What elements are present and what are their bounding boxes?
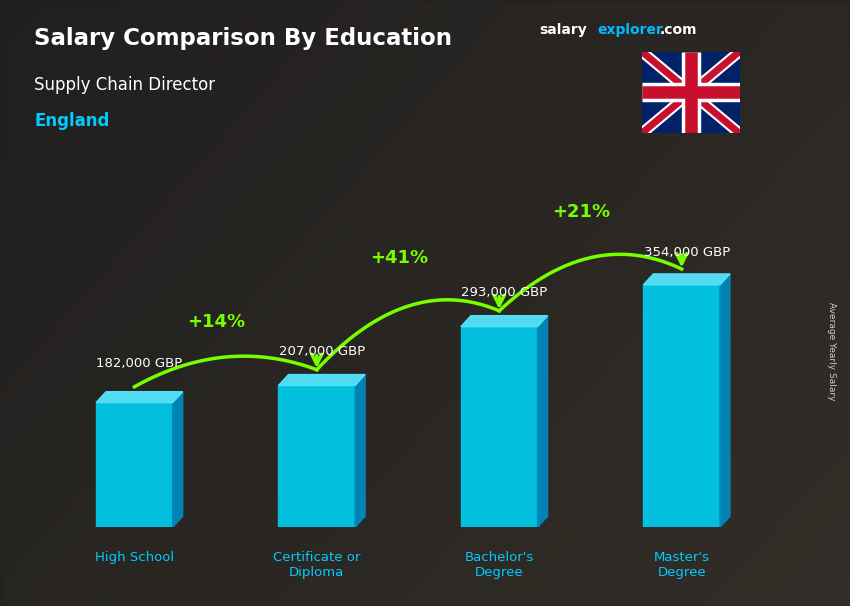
Text: 293,000 GBP: 293,000 GBP — [461, 285, 547, 299]
Text: Certificate or
Diploma: Certificate or Diploma — [273, 551, 360, 579]
Text: explorer: explorer — [598, 23, 663, 37]
Text: +41%: +41% — [370, 249, 428, 267]
Polygon shape — [537, 316, 547, 527]
Polygon shape — [461, 316, 547, 327]
Text: Master's
Degree: Master's Degree — [654, 551, 710, 579]
Text: England: England — [34, 112, 110, 130]
Text: +14%: +14% — [187, 313, 246, 331]
Polygon shape — [643, 285, 720, 527]
Text: Salary Comparison By Education: Salary Comparison By Education — [34, 27, 452, 50]
Text: 354,000 GBP: 354,000 GBP — [643, 247, 730, 259]
Polygon shape — [720, 274, 730, 527]
Polygon shape — [96, 402, 173, 527]
Text: 207,000 GBP: 207,000 GBP — [279, 345, 365, 358]
Text: Supply Chain Director: Supply Chain Director — [34, 76, 215, 94]
Polygon shape — [173, 391, 183, 527]
Text: salary: salary — [540, 23, 587, 37]
Text: High School: High School — [95, 551, 174, 564]
Text: Average Yearly Salary: Average Yearly Salary — [827, 302, 836, 401]
Polygon shape — [355, 375, 366, 527]
Polygon shape — [461, 327, 537, 527]
Text: Bachelor's
Degree: Bachelor's Degree — [465, 551, 534, 579]
Polygon shape — [96, 391, 183, 402]
Text: .com: .com — [660, 23, 697, 37]
Text: 182,000 GBP: 182,000 GBP — [96, 357, 183, 370]
Polygon shape — [643, 274, 730, 285]
Polygon shape — [279, 375, 366, 385]
Polygon shape — [279, 385, 355, 527]
Text: +21%: +21% — [552, 202, 610, 221]
